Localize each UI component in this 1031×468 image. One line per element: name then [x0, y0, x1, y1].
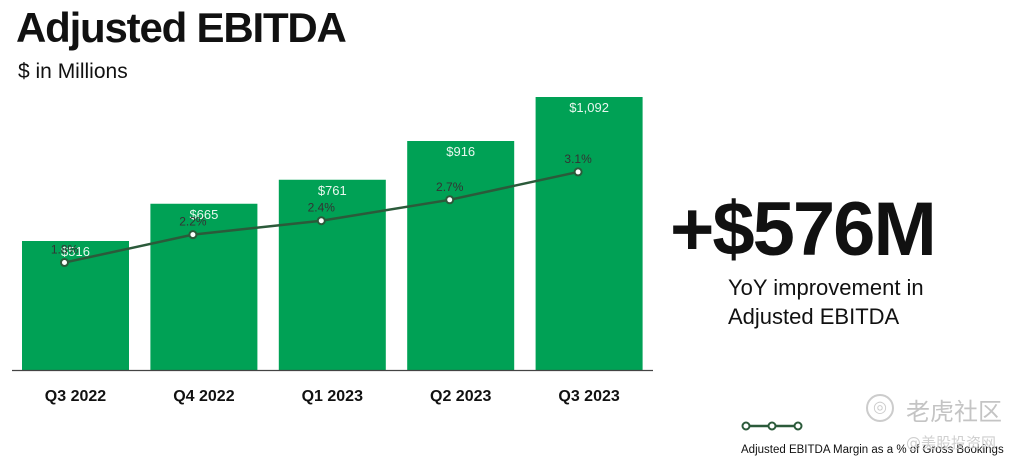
- watermark-logo-icon: ◎: [866, 394, 894, 422]
- bar: [150, 203, 258, 370]
- margin-point: [188, 230, 198, 240]
- x-tick-label: Q4 2022: [173, 388, 234, 405]
- legend-label: Adjusted EBITDA Margin as a % of Gross B…: [741, 444, 1004, 456]
- bar: [278, 179, 386, 370]
- margin-value-label: 1.8%: [51, 243, 79, 257]
- bar-value-label: $516: [61, 244, 90, 259]
- legend-line-marker-icon: [741, 421, 803, 431]
- bar-value-label: $761: [318, 183, 347, 198]
- chart-title: Adjusted EBITDA: [16, 4, 347, 51]
- bar: [407, 141, 515, 370]
- margin-value-label: 3.1%: [564, 152, 592, 166]
- chart-subtitle: $ in Millions: [18, 60, 128, 83]
- margin-point: [316, 216, 326, 226]
- watermark: ◎ 老虎社区 @美股投资网: [866, 392, 1026, 456]
- watermark-text: 老虎社区: [906, 398, 1002, 426]
- bar-value-label: $665: [189, 207, 218, 222]
- margin-value-label: 2.2%: [179, 215, 207, 229]
- x-tick-label: Q2 2023: [430, 388, 491, 405]
- legend: Adjusted EBITDA Margin as a % of Gross B…: [740, 418, 1030, 464]
- highlight-caption: YoY improvement in Adjusted EBITDA: [728, 275, 924, 329]
- bar: [535, 97, 643, 370]
- margin-point: [445, 195, 455, 205]
- highlight-value: +$576M: [670, 187, 937, 272]
- margin-value-label: 2.4%: [308, 201, 336, 215]
- x-tick-label: Q3 2022: [45, 388, 106, 405]
- x-tick-label: Q3 2023: [558, 388, 619, 405]
- margin-point: [573, 167, 583, 177]
- x-tick-label: Q1 2023: [302, 388, 363, 405]
- bar-value-label: $916: [446, 144, 475, 159]
- margin-point: [60, 258, 69, 268]
- bar: [22, 241, 129, 370]
- bar-value-label: $1,092: [569, 100, 609, 115]
- watermark-subtext: @美股投资网: [906, 434, 997, 452]
- margin-value-label: 2.7%: [436, 180, 464, 194]
